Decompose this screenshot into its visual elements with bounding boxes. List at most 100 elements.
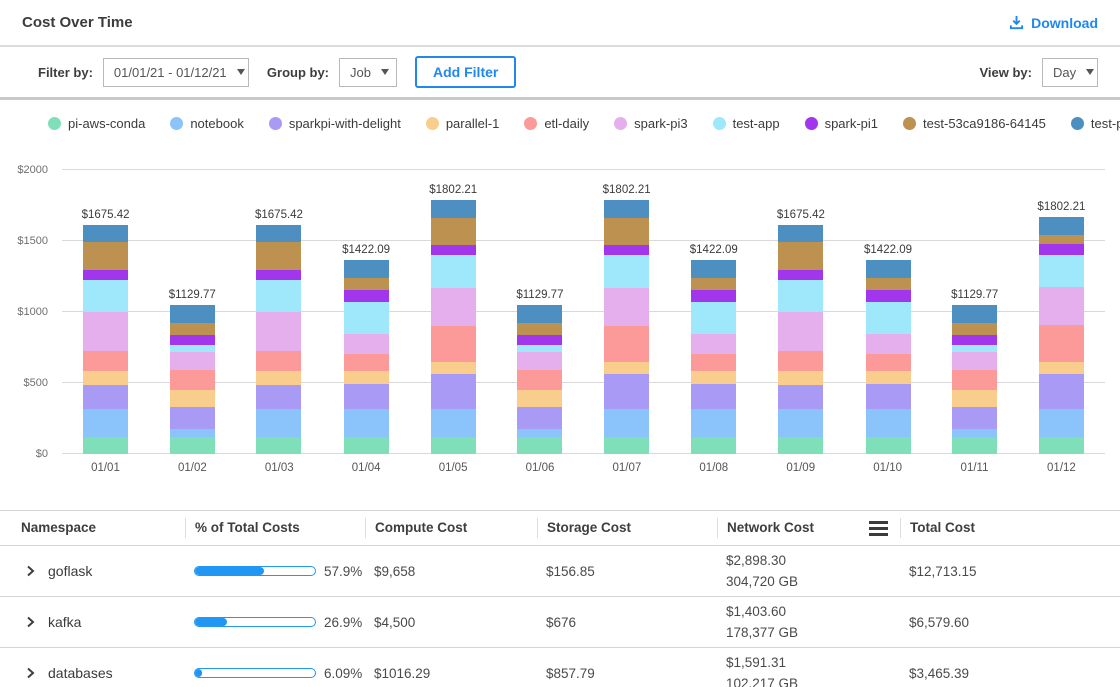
bar-segment-parallel-1[interactable] <box>691 371 737 384</box>
legend-item-test-pkix[interactable]: test-pkix <box>1070 116 1120 131</box>
bar-segment-parallel-1[interactable] <box>430 362 476 374</box>
legend-item-sparkpi-with-delight[interactable]: sparkpi-with-delight <box>268 116 401 131</box>
bar-segment-sparkpi-with-delight[interactable] <box>83 385 129 409</box>
bar-segment-spark-pi1[interactable] <box>604 245 650 255</box>
legend-item-spark-pi3[interactable]: spark-pi3 <box>614 116 688 131</box>
bar-segment-notebook[interactable] <box>952 429 998 437</box>
bar-segment-etl-daily[interactable] <box>952 370 998 390</box>
bar-segment-test-app[interactable] <box>952 345 998 352</box>
bar-segment-spark-pi1[interactable] <box>865 290 911 302</box>
bar-segment-pi-aws-conda[interactable] <box>517 437 563 454</box>
bar-segment-sparkpi-with-delight[interactable] <box>1038 374 1084 409</box>
bar-segment-sparkpi-with-delight[interactable] <box>430 374 476 409</box>
bar-segment-pi-aws-conda[interactable] <box>83 437 129 454</box>
group-by-select[interactable]: Job <box>339 57 398 87</box>
bar-segment-parallel-1[interactable] <box>343 371 389 384</box>
bar-segment-spark-pi3[interactable] <box>517 352 563 370</box>
bar-segment-spark-pi1[interactable] <box>256 270 302 280</box>
bar-segment-pi-aws-conda[interactable] <box>952 437 998 454</box>
legend-item-notebook[interactable]: notebook <box>170 116 244 131</box>
bar-segment-test-pkix[interactable] <box>604 200 650 218</box>
bar-segment-spark-pi3[interactable] <box>430 288 476 326</box>
bar-segment-pi-aws-conda[interactable] <box>256 437 302 454</box>
bar-segment-test-pkix[interactable] <box>343 260 389 278</box>
bar-segment-test-53ca9186-64145[interactable] <box>691 278 737 290</box>
bar-segment-spark-pi1[interactable] <box>169 335 215 345</box>
bar-segment-spark-pi3[interactable] <box>691 334 737 354</box>
bar-segment-spark-pi3[interactable] <box>778 312 824 351</box>
bar-segment-test-53ca9186-64145[interactable] <box>430 218 476 245</box>
bar-segment-test-pkix[interactable] <box>517 305 563 323</box>
download-button[interactable]: Download <box>1009 15 1098 31</box>
bar-segment-spark-pi1[interactable] <box>691 290 737 302</box>
bar-segment-spark-pi3[interactable] <box>83 312 129 351</box>
column-menu-icon[interactable] <box>867 519 890 538</box>
bar-segment-sparkpi-with-delight[interactable] <box>778 385 824 409</box>
add-filter-button[interactable]: Add Filter <box>415 56 517 88</box>
bar-segment-notebook[interactable] <box>691 409 737 437</box>
bar-segment-parallel-1[interactable] <box>952 390 998 407</box>
expand-row-chevron-icon[interactable] <box>25 565 36 577</box>
bar-segment-pi-aws-conda[interactable] <box>778 437 824 454</box>
column-header-storage-cost[interactable]: Storage Cost <box>537 518 717 538</box>
bar-segment-spark-pi3[interactable] <box>169 352 215 370</box>
column-header-network-cost[interactable]: Network Cost <box>717 518 900 538</box>
bar-segment-notebook[interactable] <box>169 429 215 437</box>
bar-segment-spark-pi1[interactable] <box>1038 244 1084 255</box>
bar-segment-etl-daily[interactable] <box>430 326 476 362</box>
bar-segment-test-53ca9186-64145[interactable] <box>83 242 129 270</box>
bar-segment-etl-daily[interactable] <box>83 351 129 371</box>
bar-segment-test-53ca9186-64145[interactable] <box>952 323 998 335</box>
bar-segment-parallel-1[interactable] <box>83 371 129 385</box>
bar-segment-notebook[interactable] <box>865 409 911 437</box>
bar-segment-spark-pi1[interactable] <box>83 270 129 280</box>
bar-segment-etl-daily[interactable] <box>1038 325 1084 362</box>
bar-segment-etl-daily[interactable] <box>343 354 389 371</box>
bar-segment-notebook[interactable] <box>604 409 650 437</box>
bar-segment-sparkpi-with-delight[interactable] <box>865 384 911 409</box>
bar-segment-parallel-1[interactable] <box>1038 362 1084 374</box>
bar-segment-test-app[interactable] <box>517 345 563 352</box>
bar-segment-test-pkix[interactable] <box>430 200 476 218</box>
bar-segment-test-app[interactable] <box>604 255 650 288</box>
bar-segment-etl-daily[interactable] <box>778 351 824 371</box>
bar-segment-spark-pi3[interactable] <box>604 288 650 326</box>
bar-segment-test-53ca9186-64145[interactable] <box>517 323 563 335</box>
bar-segment-test-53ca9186-64145[interactable] <box>865 278 911 290</box>
bar-segment-notebook[interactable] <box>517 429 563 437</box>
date-range-select[interactable]: 01/01/21 - 01/12/21 <box>102 57 249 87</box>
bar-segment-parallel-1[interactable] <box>604 362 650 374</box>
legend-item-pi-aws-conda[interactable]: pi-aws-conda <box>48 116 145 131</box>
bar-segment-parallel-1[interactable] <box>169 390 215 407</box>
bar-segment-sparkpi-with-delight[interactable] <box>952 407 998 429</box>
legend-item-test-53ca9186-64145[interactable]: test-53ca9186-64145 <box>903 116 1046 131</box>
bar-segment-spark-pi1[interactable] <box>343 290 389 302</box>
bar-segment-test-app[interactable] <box>169 345 215 352</box>
bar-segment-sparkpi-with-delight[interactable] <box>691 384 737 409</box>
bar-segment-test-53ca9186-64145[interactable] <box>1038 235 1084 244</box>
bar-segment-etl-daily[interactable] <box>691 354 737 371</box>
bar-segment-parallel-1[interactable] <box>865 371 911 384</box>
bar-segment-notebook[interactable] <box>778 409 824 437</box>
bar-segment-test-app[interactable] <box>343 302 389 334</box>
bar-segment-spark-pi3[interactable] <box>952 352 998 370</box>
bar-segment-test-pkix[interactable] <box>691 260 737 278</box>
bar-segment-test-app[interactable] <box>256 280 302 312</box>
column-header-compute-cost[interactable]: Compute Cost <box>365 518 537 538</box>
bar-segment-notebook[interactable] <box>1038 409 1084 437</box>
bar-segment-pi-aws-conda[interactable] <box>865 437 911 454</box>
bar-segment-parallel-1[interactable] <box>256 371 302 385</box>
bar-segment-pi-aws-conda[interactable] <box>691 437 737 454</box>
bar-segment-test-pkix[interactable] <box>778 225 824 242</box>
bar-segment-test-app[interactable] <box>691 302 737 334</box>
bar-segment-test-53ca9186-64145[interactable] <box>256 242 302 270</box>
bar-segment-spark-pi1[interactable] <box>430 245 476 255</box>
bar-segment-pi-aws-conda[interactable] <box>604 437 650 454</box>
bar-segment-etl-daily[interactable] <box>256 351 302 371</box>
bar-segment-test-app[interactable] <box>778 280 824 312</box>
bar-segment-spark-pi3[interactable] <box>256 312 302 351</box>
bar-segment-test-app[interactable] <box>83 280 129 312</box>
bar-segment-test-app[interactable] <box>865 302 911 334</box>
bar-segment-sparkpi-with-delight[interactable] <box>169 407 215 429</box>
bar-segment-test-53ca9186-64145[interactable] <box>604 218 650 245</box>
